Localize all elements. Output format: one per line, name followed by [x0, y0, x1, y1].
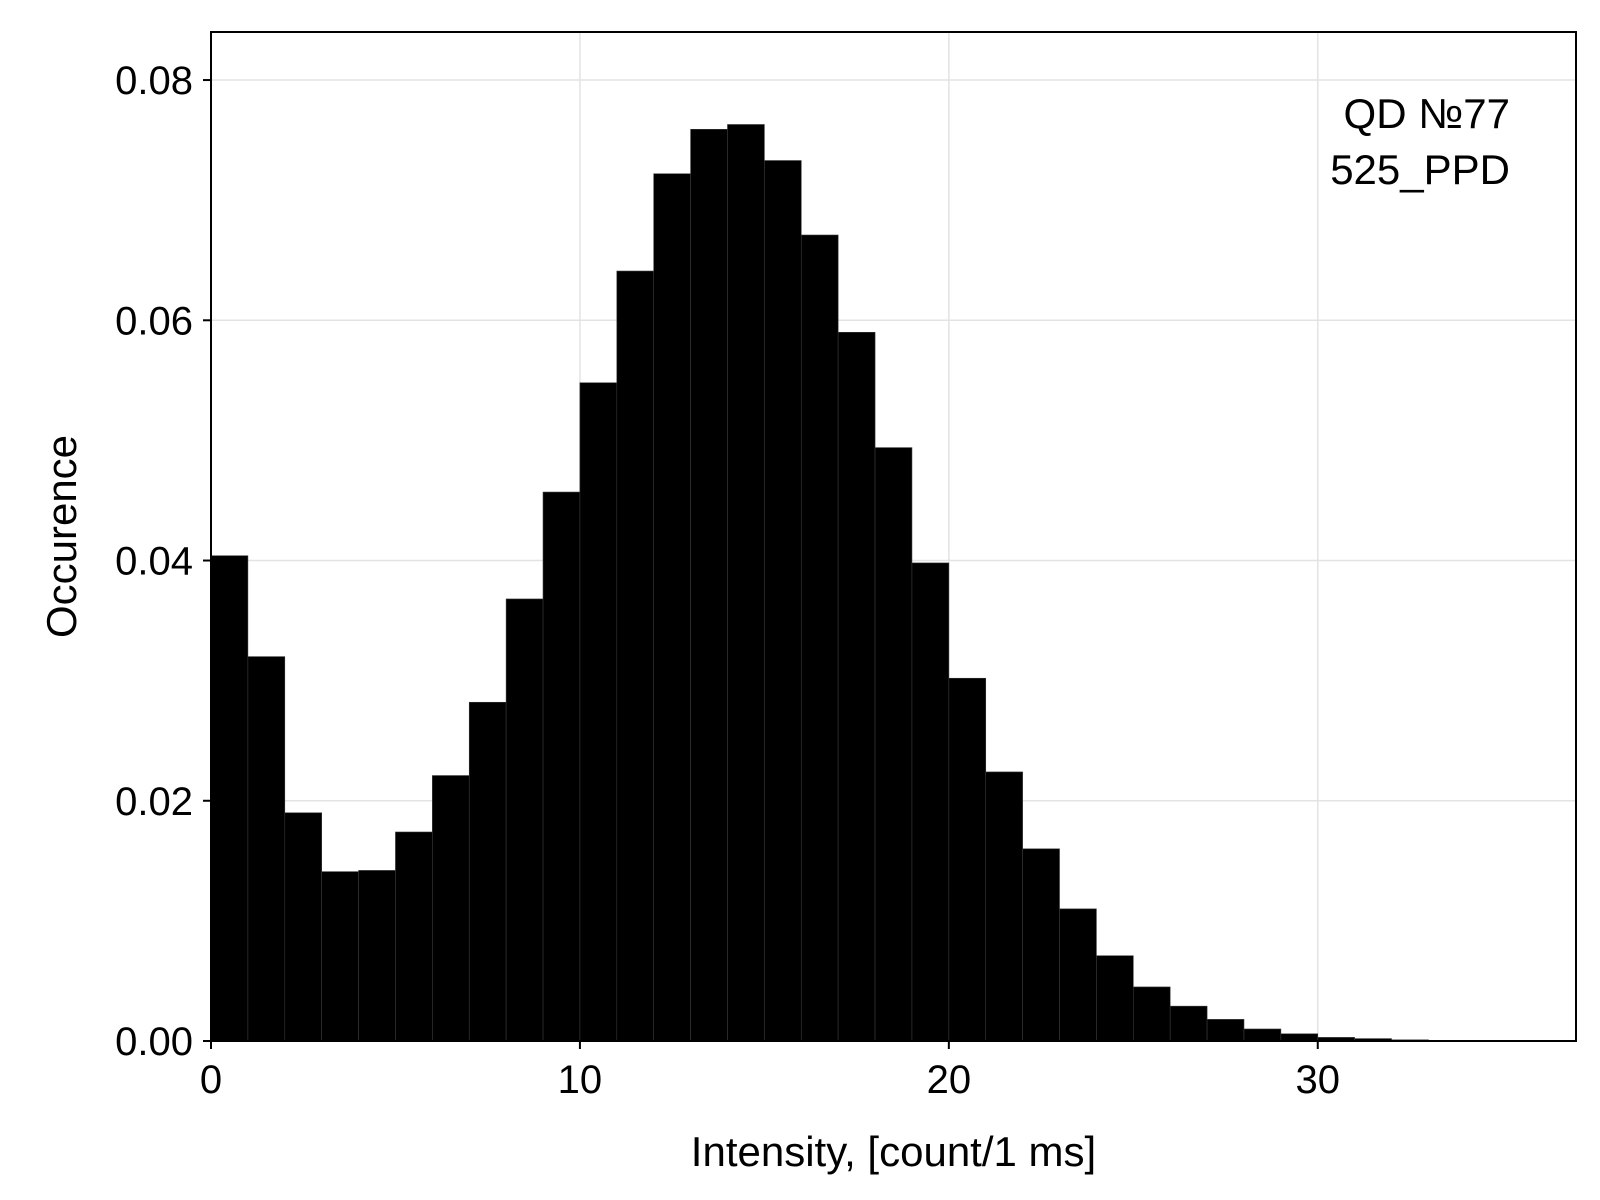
y-tick-label: 0.00	[115, 1020, 193, 1064]
histogram-bar	[432, 775, 470, 1042]
histogram-bar	[874, 447, 913, 1042]
annotation-sample-id: QD №77	[1344, 90, 1510, 137]
histogram-bar	[837, 331, 876, 1042]
histogram-bar	[1243, 1028, 1282, 1042]
histogram-bar	[1206, 1019, 1245, 1042]
histogram-bar	[1022, 848, 1060, 1042]
x-tick-label: 10	[558, 1058, 603, 1102]
histogram-bar	[800, 234, 839, 1042]
y-tick-label: 0.02	[115, 780, 193, 824]
histogram-bar	[690, 128, 728, 1042]
y-tick-label: 0.08	[115, 59, 193, 103]
x-axis-label: Intensity, [count/1 ms]	[691, 1128, 1096, 1175]
histogram-bar	[1132, 986, 1171, 1042]
histogram-bar	[653, 173, 691, 1042]
histogram-bar	[985, 771, 1023, 1042]
histogram-bar	[616, 270, 655, 1042]
histogram-bar	[321, 871, 359, 1042]
histogram-bar	[579, 382, 618, 1042]
histogram-bar	[468, 701, 507, 1042]
histogram-bar	[358, 870, 396, 1042]
y-axis-ticks: 0.00 0.02 0.04 0.06 0.08	[115, 59, 211, 1064]
y-tick-label: 0.04	[115, 540, 193, 584]
histogram-bar	[727, 124, 765, 1042]
histogram-bar	[210, 555, 249, 1042]
histogram-bar	[247, 656, 286, 1042]
histogram-bar	[284, 812, 322, 1042]
y-tick-label: 0.06	[115, 299, 193, 343]
histogram-bar	[542, 491, 581, 1042]
y-axis-label: Occurence	[38, 435, 85, 638]
histogram-bar	[911, 562, 950, 1042]
histogram-bar	[1169, 1005, 1208, 1042]
x-axis-ticks: 0 10 20 30	[200, 1041, 1340, 1102]
histogram-bar	[395, 831, 433, 1042]
histogram-bar	[948, 677, 987, 1042]
histogram-bar	[1280, 1033, 1319, 1042]
x-tick-label: 20	[927, 1058, 972, 1102]
x-tick-label: 30	[1296, 1058, 1341, 1102]
histogram-bar	[1096, 955, 1134, 1042]
histogram-bar	[505, 598, 544, 1042]
histogram-bar	[1059, 908, 1097, 1042]
histogram-bar	[764, 160, 802, 1042]
x-tick-label: 0	[200, 1058, 222, 1102]
plot-frame	[210, 31, 1577, 1042]
histogram-bars	[210, 124, 1540, 1042]
annotation-sample-type: 525_PPD	[1330, 146, 1510, 193]
